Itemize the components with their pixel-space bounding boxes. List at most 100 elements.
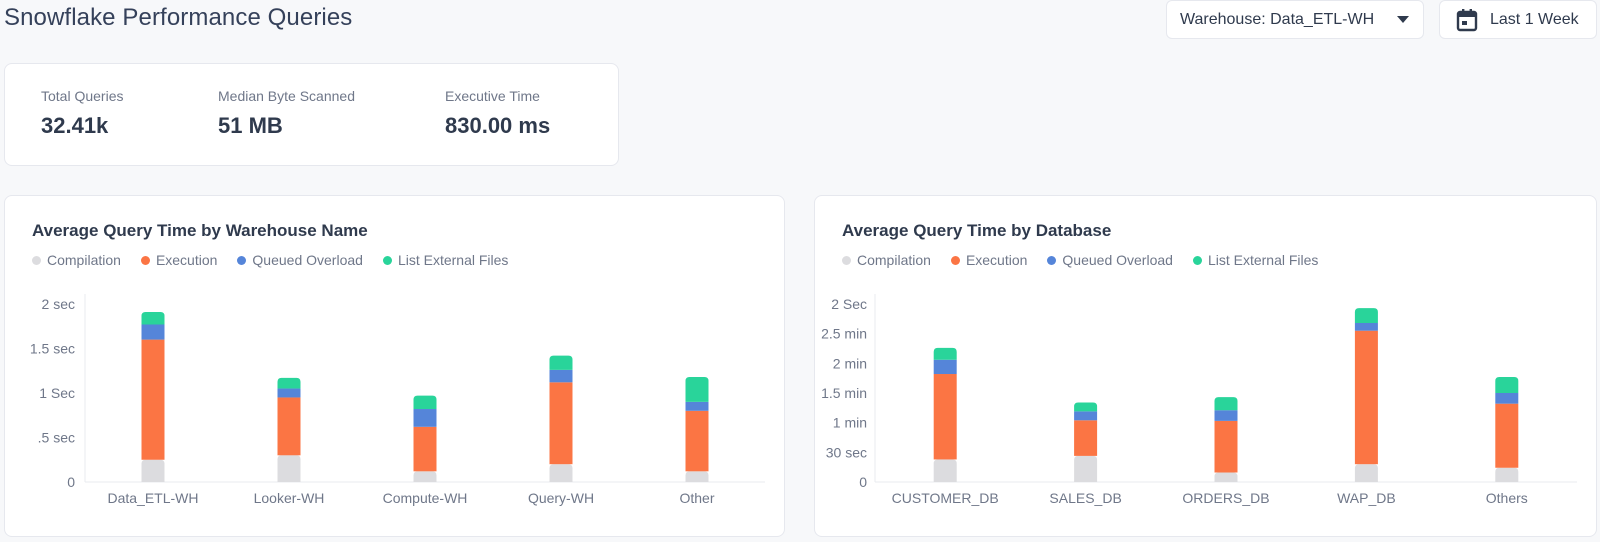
- chart-title: Average Query Time by Warehouse Name: [32, 221, 368, 240]
- page-title: Snowflake Performance Queries: [4, 4, 353, 31]
- x-tick-label: CUSTOMER_DB: [892, 490, 999, 506]
- stacked-bar-chart-database: 2 Sec 2.5 min 2 min 1.5 min 1 min 30 sec 0 CUST…: [821, 294, 1577, 506]
- bar-segment-execution: [933, 374, 957, 460]
- legend-dot: [1047, 255, 1057, 265]
- stat-median-bytes: Median Byte Scanned 51 MB: [218, 88, 355, 139]
- x-tick-label: Query-WH: [528, 490, 594, 506]
- stat-label: Median Byte Scanned: [218, 88, 355, 104]
- y-tick-label: 2 Sec: [831, 296, 867, 312]
- bar-segment-execution: [1074, 420, 1098, 456]
- date-range-button[interactable]: Last 1 Week: [1439, 0, 1597, 39]
- chart-title: Average Query Time by Database: [842, 221, 1112, 240]
- legend-dot: [1192, 255, 1202, 265]
- y-tick-label: 2 sec: [42, 296, 75, 312]
- warehouse-select[interactable]: Warehouse: Data_ETL-WH: [1166, 0, 1424, 39]
- y-tick-label: 30 sec: [826, 444, 867, 460]
- legend-dot: [842, 255, 851, 265]
- bar-segment-execution: [1354, 330, 1378, 465]
- stat-value: 32.41k: [41, 113, 109, 138]
- x-tick-label: ORDERS_DB: [1182, 490, 1269, 506]
- legend-item-queued-overload[interactable]: Queued Overload: [237, 252, 363, 268]
- chart-legend: Compilation Execution Queued Overload Li…: [32, 252, 508, 268]
- chevron-down-icon: [1397, 16, 1409, 23]
- bar-segment-execution: [277, 397, 301, 456]
- chart-card-database: Average Query Time by Database Compilati…: [814, 195, 1597, 537]
- summary-stats-card: Total Queries 32.41k Median Byte Scanned…: [4, 63, 619, 166]
- y-tick-label: 2 min: [833, 355, 867, 371]
- legend-label: Queued Overload: [1062, 252, 1173, 268]
- legend-dot: [237, 255, 247, 265]
- y-tick-label: 1.5 min: [821, 385, 867, 401]
- bar-segment-queued-overload: [277, 388, 301, 398]
- bar-segment-compilation: [413, 471, 437, 482]
- bar-segment-execution: [1214, 420, 1238, 473]
- x-tick-label: Compute-WH: [383, 490, 468, 506]
- bar-segment-list-external-files: [1214, 397, 1238, 411]
- y-tick-label: 0: [67, 474, 75, 490]
- bar-segment-compilation: [933, 459, 957, 482]
- legend-item-compilation[interactable]: Compilation: [32, 252, 121, 268]
- x-tick-label: SALES_DB: [1049, 490, 1121, 506]
- x-tick-label: Data_ETL-WH: [107, 490, 198, 506]
- y-tick-label: 1.5 sec: [30, 341, 75, 357]
- bar-segment-queued-overload: [413, 409, 437, 427]
- stat-total-queries: Total Queries 32.41k: [41, 88, 123, 139]
- bar-segment-compilation: [549, 464, 573, 482]
- y-tick-label: 1 Sec: [39, 385, 75, 401]
- bar-segment-compilation: [1495, 467, 1519, 482]
- bar-segment-execution: [549, 382, 573, 465]
- stat-label: Executive Time: [445, 88, 540, 104]
- bar-segment-compilation: [277, 455, 301, 482]
- bar-segment-list-external-files: [1495, 376, 1519, 393]
- legend-dot: [382, 255, 392, 265]
- bar-segment-queued-overload: [685, 401, 709, 411]
- warehouse-select-label: Warehouse: Data_ETL-WH: [1180, 10, 1375, 28]
- date-range-label: Last 1 Week: [1490, 10, 1579, 28]
- calendar-icon: [1456, 8, 1478, 31]
- legend-label: Queued Overload: [252, 252, 363, 268]
- y-tick-label: 2.5 min: [821, 326, 867, 342]
- bar-segment-execution: [685, 410, 709, 472]
- legend-label: Execution: [155, 252, 218, 268]
- legend-label: Execution: [965, 252, 1028, 268]
- legend-label: Compilation: [47, 252, 121, 268]
- x-tick-label: WAP_DB: [1337, 490, 1396, 506]
- bar-segment-list-external-files: [685, 376, 709, 402]
- bar-segment-compilation: [685, 471, 709, 482]
- legend-item-list-external-files[interactable]: List External Files: [1192, 252, 1318, 268]
- bar-segment-queued-overload: [1495, 393, 1519, 404]
- bar-segment-list-external-files: [1354, 308, 1378, 323]
- legend-item-list-external-files[interactable]: List External Files: [382, 252, 508, 268]
- legend-dot: [32, 255, 41, 265]
- x-tick-label: Other: [679, 490, 714, 506]
- bar-segment-queued-overload: [1214, 410, 1238, 421]
- legend-item-compilation[interactable]: Compilation: [842, 252, 931, 268]
- bar-segment-execution: [141, 339, 165, 460]
- bar-segment-queued-overload: [141, 324, 165, 340]
- bar-segment-list-external-files: [277, 377, 301, 389]
- bar-segment-list-external-files: [1074, 402, 1098, 412]
- bar-segment-compilation: [141, 459, 165, 482]
- chart-legend: Compilation Execution Queued Overload Li…: [842, 252, 1318, 268]
- y-tick-label: 1 min: [833, 415, 867, 431]
- legend-label: Compilation: [857, 252, 931, 268]
- bar-segment-execution: [1495, 403, 1519, 468]
- bar-segment-list-external-files: [549, 355, 573, 370]
- bar-segment-compilation: [1074, 455, 1098, 482]
- stacked-bar-chart-warehouse: 2 sec 1.5 sec 1 Sec .5 sec 0 Data_ETL-WH Looke…: [30, 294, 765, 506]
- chart-card-warehouse: Average Query Time by Warehouse Name Com…: [4, 195, 785, 537]
- y-tick-label: .5 sec: [38, 430, 75, 446]
- bar-segment-queued-overload: [549, 369, 573, 383]
- y-tick-label: 0: [859, 474, 867, 490]
- legend-dot: [950, 255, 960, 265]
- bar-segment-queued-overload: [1074, 411, 1098, 421]
- legend-item-queued-overload[interactable]: Queued Overload: [1047, 252, 1173, 268]
- bar-segment-compilation: [1354, 464, 1378, 482]
- bar-segment-list-external-files: [141, 312, 165, 325]
- stat-executive-time: Executive Time 830.00 ms: [445, 88, 550, 139]
- bar-segment-execution: [413, 426, 437, 472]
- legend-item-execution[interactable]: Execution: [950, 252, 1028, 268]
- bar-segment-compilation: [1214, 472, 1238, 482]
- x-tick-label: Others: [1486, 490, 1528, 506]
- legend-item-execution[interactable]: Execution: [140, 252, 218, 268]
